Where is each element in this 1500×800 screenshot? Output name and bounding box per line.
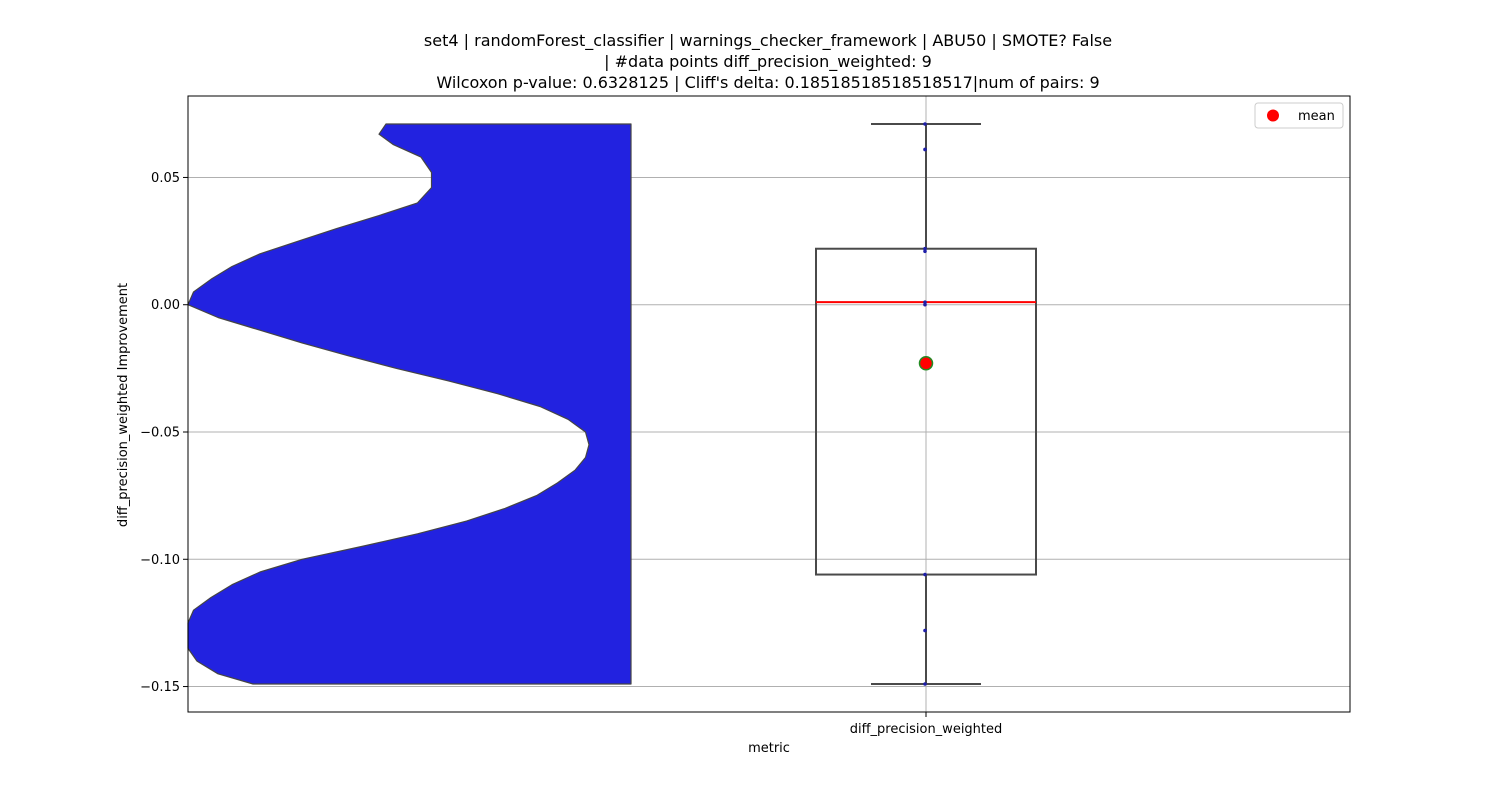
y-tick-label: 0.00 <box>151 298 180 313</box>
data-point <box>923 147 927 152</box>
y-axis-label: diff_precision_weighted Improvement <box>116 283 131 527</box>
y-axis-ticks: 0.05 0.00 −0.05 −0.10 −0.15 <box>140 171 188 695</box>
points-layer <box>918 122 934 686</box>
legend: mean <box>1254 102 1344 129</box>
y-tick-label: −0.15 <box>140 680 180 695</box>
chart-title: set4 | randomForest_classifier | warning… <box>424 31 1112 92</box>
y-tick-label: −0.05 <box>140 426 180 441</box>
title-line-3: Wilcoxon p-value: 0.6328125 | Cliff's de… <box>436 73 1099 92</box>
x-tick-label: diff_precision_weighted <box>850 722 1003 737</box>
mean-marker <box>918 356 934 371</box>
data-point <box>923 628 927 633</box>
data-point <box>923 302 927 307</box>
y-tick-label: 0.05 <box>151 171 180 186</box>
violin-shape <box>187 123 632 685</box>
data-point <box>923 300 927 304</box>
title-line-1: set4 | randomForest_classifier | warning… <box>424 31 1112 51</box>
y-tick-label: −0.10 <box>140 553 180 568</box>
title-line-2: | #data points diff_precision_weighted: … <box>604 52 932 72</box>
legend-mean-marker <box>1267 109 1279 122</box>
violin-layer <box>187 123 632 685</box>
plot-frame <box>187 95 1351 713</box>
data-point <box>923 572 927 577</box>
data-point <box>923 682 927 686</box>
data-point <box>923 249 927 254</box>
data-point <box>923 246 927 251</box>
legend-mean-label: mean <box>1298 109 1335 124</box>
data-point <box>923 122 927 126</box>
x-axis-label: metric <box>748 741 790 756</box>
legend-box <box>1254 102 1344 129</box>
